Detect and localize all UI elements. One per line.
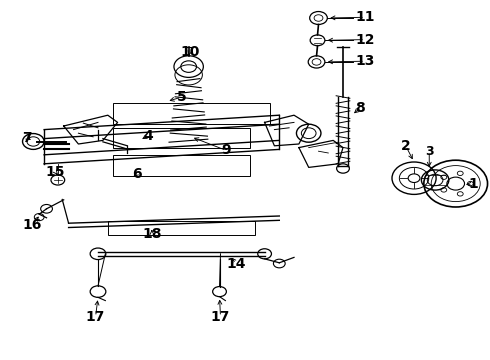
Text: 18: 18 (142, 227, 162, 241)
Text: 11: 11 (355, 10, 375, 24)
Text: 4: 4 (143, 129, 153, 143)
Bar (108, 221, 255, 235)
Text: 7: 7 (22, 131, 32, 144)
Bar (113, 155, 250, 176)
Text: 17: 17 (86, 310, 105, 324)
Text: 10: 10 (180, 45, 199, 59)
Text: 6: 6 (132, 167, 142, 180)
Text: 1: 1 (468, 177, 478, 191)
Text: 14: 14 (226, 257, 246, 270)
Text: 16: 16 (22, 218, 42, 232)
Text: 13: 13 (355, 54, 375, 68)
Text: 8: 8 (355, 101, 365, 115)
Text: 17: 17 (211, 310, 230, 324)
Text: 15: 15 (46, 165, 65, 179)
Bar (113, 128, 250, 148)
Text: 12: 12 (355, 33, 375, 46)
Bar (113, 103, 270, 124)
Text: 5: 5 (176, 90, 186, 104)
Text: 2: 2 (401, 139, 411, 153)
Text: 9: 9 (221, 144, 231, 157)
Text: 3: 3 (425, 145, 434, 158)
